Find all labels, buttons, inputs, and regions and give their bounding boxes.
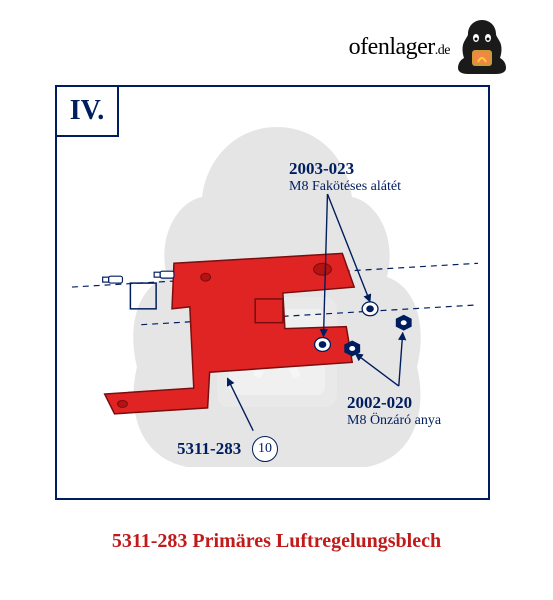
diagram-frame: IV. <box>55 85 490 500</box>
label-nut: 2002-020 M8 Önzáró anya <box>347 393 441 429</box>
washer-icon <box>362 302 378 316</box>
brand-tld: .de <box>435 43 450 58</box>
bolt-icon <box>154 271 174 278</box>
label-washer: 2003-023 M8 Fakötéses alátét <box>289 159 401 195</box>
bracket-circle-value: 10 <box>258 441 272 457</box>
bracket-partno: 5311-283 <box>177 439 241 459</box>
bracket-circle-number: 10 <box>252 436 278 462</box>
nut-partno: 2002-020 <box>347 393 441 413</box>
washer-partno: 2003-023 <box>289 159 401 179</box>
product-caption: 5311-283 Primäres Luftregelungsblech <box>0 530 553 553</box>
washer-icon <box>315 338 331 352</box>
brand-name: ofenlager.de <box>349 34 450 61</box>
washer-desc: M8 Fakötéses alátét <box>289 179 401 195</box>
brand-header: ofenlager.de <box>349 18 508 76</box>
bolt-icon <box>103 276 123 283</box>
diagram-svg <box>57 87 488 498</box>
mascot-icon <box>456 18 508 76</box>
brand-text: ofenlager <box>349 34 435 60</box>
nut-desc: M8 Önzáró anya <box>347 413 441 429</box>
nut-icon <box>396 315 412 331</box>
square-plate-icon <box>130 283 156 309</box>
bracket-part <box>105 253 355 413</box>
